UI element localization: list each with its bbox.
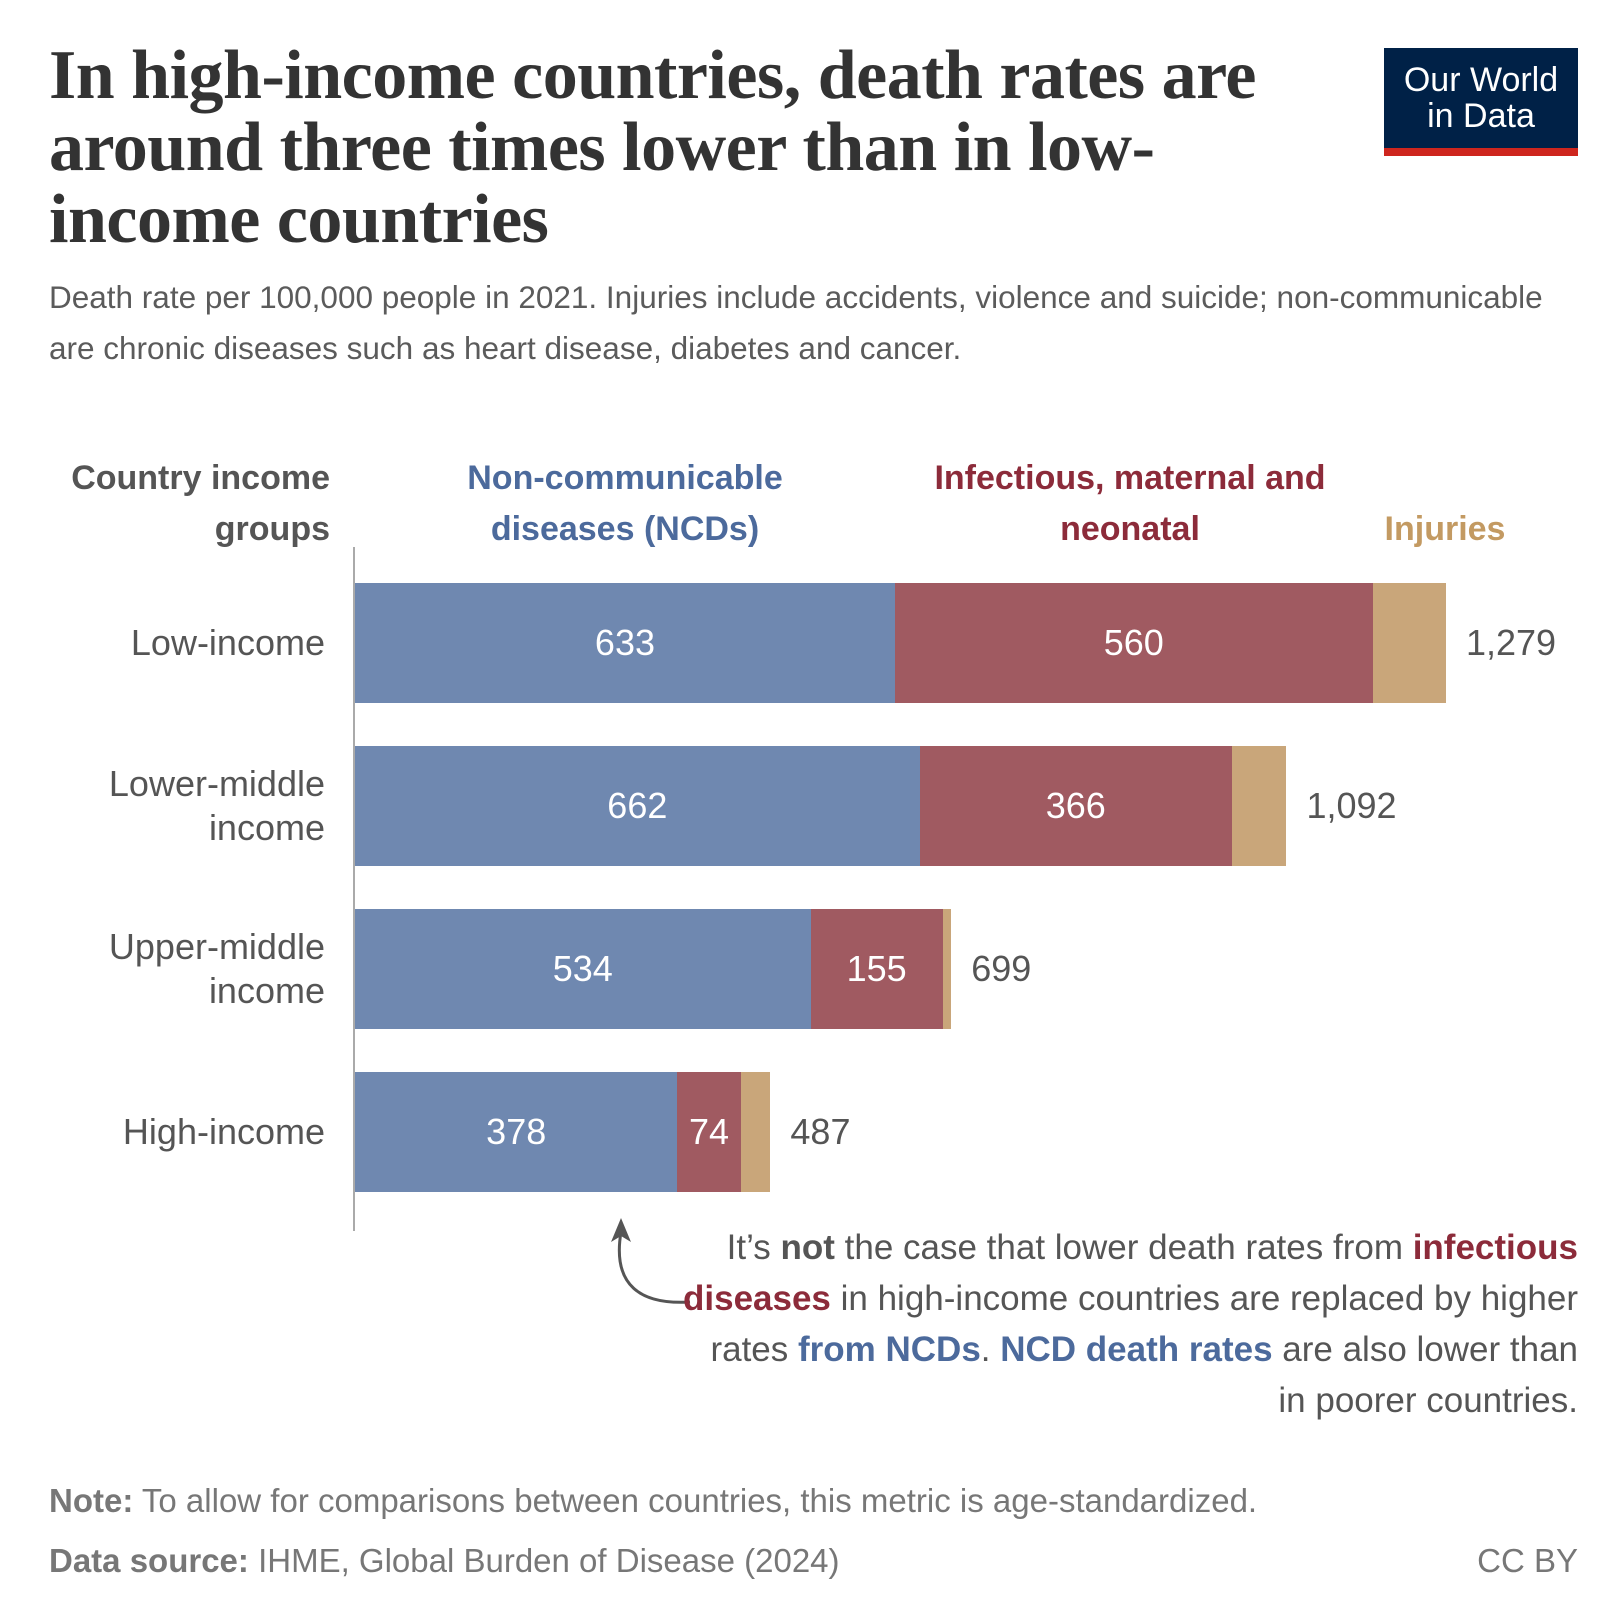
segment-label: 155 [846,948,907,989]
legend-injuries: Injuries [1384,510,1506,548]
segment-label: 662 [607,785,668,826]
segment-label: 534 [552,948,613,989]
bar-segment: 366 [919,746,1232,866]
total-label: 1,279 [1465,622,1557,663]
footer-note: Note: To allow for comparisons between c… [49,1482,1258,1519]
legend-infectious: Infectious, maternal and neonatal [934,459,1326,548]
logo-line2: in Data [1427,97,1535,135]
bar-segment: 662 [355,746,920,866]
segment-label: 560 [1103,622,1164,663]
bar-segment [1372,583,1446,703]
category-label: Lower-middle income [108,763,325,848]
segment-label: 633 [594,622,655,663]
total-label: 699 [971,948,1032,989]
category-label: High-income [122,1111,325,1152]
segment-label: 378 [486,1111,547,1152]
logo-line1: Our World [1403,61,1559,99]
bar-segment: 155 [810,909,943,1029]
annotation-text: It’s not the case that lower death rates… [683,1228,1578,1420]
segment-label: 366 [1045,785,1106,826]
bar-segment: 560 [894,583,1373,703]
license[interactable]: CC BY [1477,1542,1578,1579]
owid-logo[interactable]: Our World in Data [1384,48,1578,156]
category-label: Upper-middle income [108,926,325,1011]
bar-segment: 633 [355,583,895,703]
y-axis-line [353,547,355,1231]
bar-segment [1231,746,1287,866]
bar-segment [740,1072,771,1192]
chart-subtitle: Death rate per 100,000 people in 2021. I… [49,279,1543,366]
bar-segment: 534 [355,909,811,1029]
footer-source: Data source: IHME, Global Burden of Dise… [49,1542,840,1579]
bar-segment: 74 [677,1072,741,1192]
legend-ncd: Non-communicable diseases (NCDs) [467,459,783,548]
bar-segment [942,909,952,1029]
bar-segment: 378 [355,1072,678,1192]
total-label: 1,092 [1306,785,1397,826]
chart-title: In high-income countries, death rates ar… [49,37,1257,258]
category-label: Low-income [130,622,325,663]
total-label: 487 [790,1111,851,1152]
segment-label: 74 [688,1111,729,1152]
category-header: Country income groups [71,459,330,548]
